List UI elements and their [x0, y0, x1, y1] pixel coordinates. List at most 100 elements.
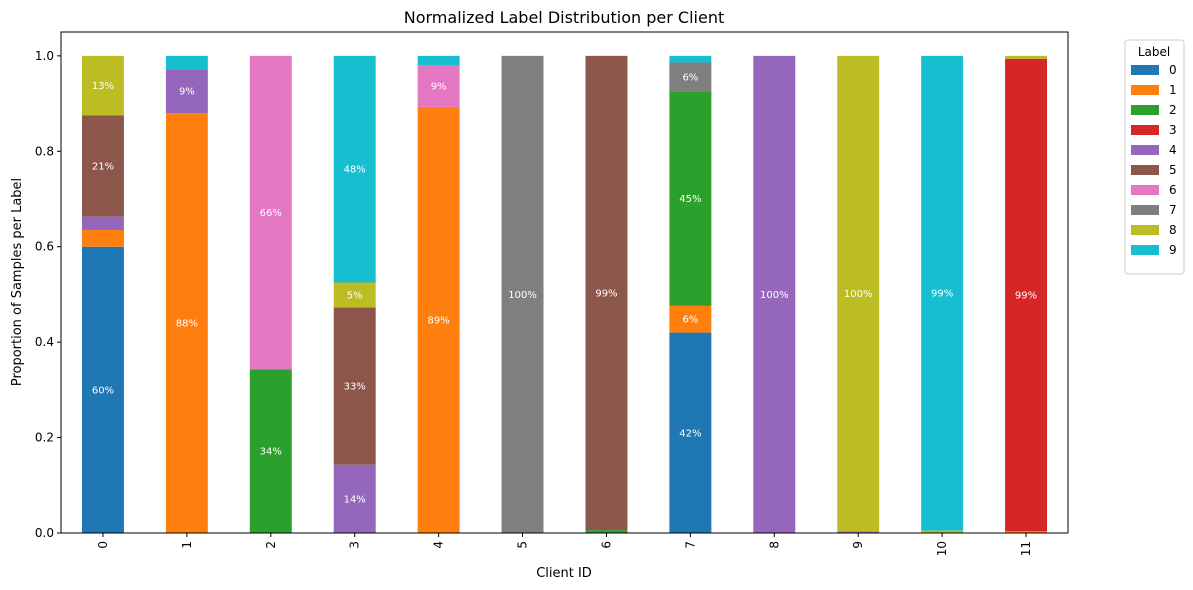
legend-entry-label-7: 7: [1169, 203, 1177, 217]
data-label-client-3-label-8: 5%: [347, 290, 363, 301]
data-label-client-11-label-3: 99%: [1015, 290, 1037, 301]
data-label-client-3-label-5: 33%: [344, 382, 366, 393]
data-label-client-1-label-1: 88%: [176, 319, 198, 330]
bar-segment-client-3-label-9: [333, 55, 376, 283]
bar-segment-client-7-label-1: [669, 305, 712, 333]
legend: Label 0 1 2 3 4 5 6 7 8 9: [1124, 39, 1185, 275]
data-label-client-1-label-4: 9%: [179, 87, 195, 98]
bar-segment-client-9-label-4: [837, 531, 880, 533]
x-axis-label: Client ID: [536, 566, 592, 581]
data-label-client-8-label-4: 100%: [760, 290, 789, 301]
legend-entry-label-0: 0: [1169, 63, 1177, 77]
bar-segment-client-11-label-3: [1005, 58, 1048, 532]
y-tick-label: 1.0: [35, 49, 54, 63]
y-tick-label: 0.2: [35, 431, 54, 445]
legend-swatch-label-2: [1131, 105, 1159, 115]
legend-entry-label-8: 8: [1169, 223, 1177, 237]
y-axis-label: Proportion of Samples per Label: [10, 178, 25, 386]
data-label-client-3-label-4: 14%: [344, 494, 366, 505]
data-label-client-7-label-2: 45%: [679, 194, 701, 205]
bar-segment-client-3-label-4: [333, 464, 376, 533]
data-label-client-3-label-9: 48%: [344, 165, 366, 176]
bar-segment-client-0-label-1: [81, 230, 124, 247]
legend-entry-label-5: 5: [1169, 163, 1177, 177]
bar-segment-client-0-label-4: [81, 216, 124, 231]
bars-group: [81, 55, 1048, 533]
bar-segment-client-9-label-8: [837, 55, 880, 532]
data-label-client-2-label-2: 34%: [260, 447, 282, 458]
x-tick-label: 7: [683, 541, 697, 549]
x-tick-label: 4: [432, 541, 446, 549]
x-tick-label: 8: [767, 541, 781, 549]
bar-segment-client-2-label-6: [249, 55, 292, 370]
data-label-client-6-label-5: 99%: [595, 288, 617, 299]
legend-entry-label-1: 1: [1169, 83, 1177, 97]
bar-segment-client-4-label-1: [417, 106, 460, 533]
legend-entry-label-2: 2: [1169, 103, 1177, 117]
x-tick-label: 9: [851, 541, 865, 549]
legend-entry-label-4: 4: [1169, 143, 1177, 157]
legend-swatch-label-8: [1131, 225, 1159, 235]
legend-swatch-label-1: [1131, 85, 1159, 95]
legend-swatch-label-3: [1131, 125, 1159, 135]
legend-swatch-label-0: [1131, 65, 1159, 75]
y-tick-label: 0.8: [35, 144, 54, 158]
bar-segment-client-10-label-8: [921, 530, 964, 533]
bar-segment-client-0-label-5: [81, 115, 124, 217]
bar-segment-client-3-label-5: [333, 307, 376, 465]
bar-segment-client-6-label-5: [585, 55, 628, 531]
legend-frame: [1124, 39, 1185, 275]
bar-segment-client-2-label-2: [249, 369, 292, 533]
data-label-client-5-label-7: 100%: [508, 290, 537, 301]
bar-segment-client-6-label-2: [585, 530, 628, 533]
bar-segment-client-7-label-0: [669, 332, 712, 533]
bar-segment-client-1-label-9: [165, 55, 208, 70]
x-tick-label: 0: [96, 541, 110, 549]
x-tick-label: 2: [264, 541, 278, 549]
legend-swatch-label-5: [1131, 165, 1159, 175]
bar-segment-client-0-label-8: [81, 55, 124, 116]
data-label-client-0-label-5: 21%: [92, 162, 114, 173]
data-label-client-7-label-1: 6%: [682, 315, 698, 326]
data-label-client-0-label-0: 60%: [92, 385, 114, 396]
data-label-client-2-label-6: 66%: [260, 208, 282, 219]
legend-swatch-label-7: [1131, 205, 1159, 215]
y-tick-label: 0.6: [35, 240, 54, 254]
data-label-client-4-label-6: 9%: [431, 82, 447, 93]
x-axis: 0 1 2 3 4 5 6 7 8 9 10 11: [96, 533, 1033, 556]
data-label-client-9-label-8: 100%: [844, 289, 873, 300]
legend-entry-label-3: 3: [1169, 123, 1177, 137]
plot-area-frame: [60, 31, 1069, 534]
x-tick-label: 11: [1019, 541, 1033, 556]
bar-segment-client-7-label-9: [669, 55, 712, 63]
data-label-client-10-label-9: 99%: [931, 289, 953, 300]
bar-segment-client-7-label-2: [669, 91, 712, 306]
x-tick-label: 5: [516, 541, 530, 549]
x-tick-label: 3: [348, 541, 362, 549]
data-label-client-7-label-0: 42%: [679, 428, 701, 439]
y-tick-label: 0.0: [35, 526, 54, 540]
legend-swatch-label-6: [1131, 185, 1159, 195]
chart-title: Normalized Label Distribution per Client: [404, 8, 724, 27]
bar-segment-client-1-label-4: [165, 69, 208, 114]
data-label-client-0-label-8: 13%: [92, 81, 114, 92]
bar-segment-client-4-label-9: [417, 55, 460, 66]
x-tick-label: 6: [599, 541, 613, 549]
legend-entry-label-9: 9: [1169, 243, 1177, 257]
bar-segment-client-4-label-6: [417, 65, 460, 107]
x-tick-label: 10: [935, 541, 949, 556]
bar-segment-client-7-label-7: [669, 62, 712, 92]
bar-segment-client-3-label-8: [333, 282, 376, 308]
legend-title: Label: [1138, 45, 1170, 59]
bar-segment-client-0-label-0: [81, 246, 124, 533]
x-tick-label: 1: [180, 541, 194, 549]
bar-segment-client-11-label-1: [1005, 531, 1048, 533]
y-tick-label: 0.4: [35, 335, 54, 349]
data-label-client-4-label-1: 89%: [428, 315, 450, 326]
data-label-client-7-label-7: 6%: [682, 72, 698, 83]
legend-swatch-label-4: [1131, 145, 1159, 155]
bar-segment-client-1-label-1: [165, 113, 208, 533]
bar-segment-client-5-label-7: [501, 55, 544, 533]
bar-segment-client-11-label-8: [1005, 55, 1048, 59]
